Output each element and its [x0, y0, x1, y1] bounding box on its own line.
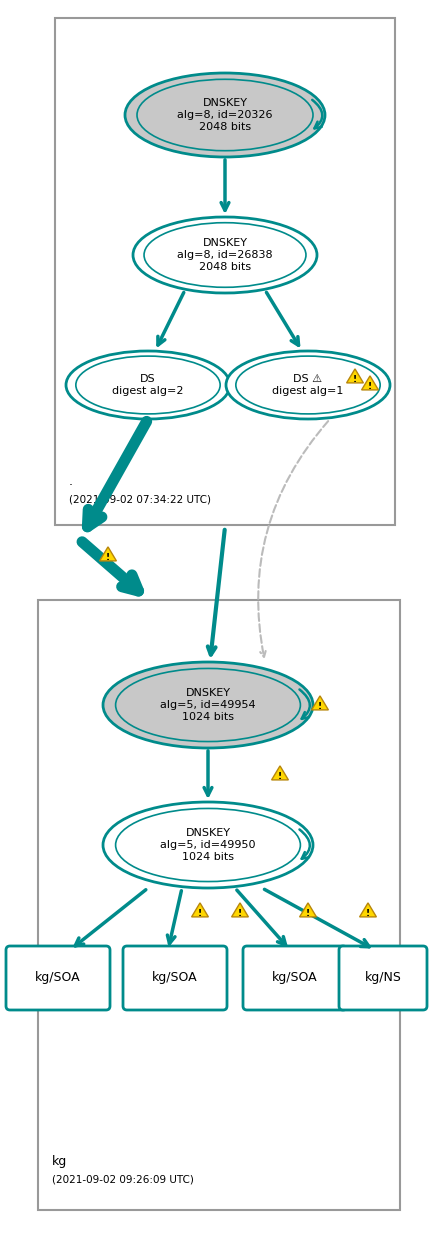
- Polygon shape: [362, 375, 378, 390]
- Ellipse shape: [66, 351, 230, 419]
- Text: DNSKEY
alg=8, id=26838
2048 bits: DNSKEY alg=8, id=26838 2048 bits: [177, 237, 273, 273]
- FancyBboxPatch shape: [123, 946, 227, 1010]
- Text: !: !: [278, 772, 282, 781]
- Polygon shape: [360, 903, 376, 916]
- Ellipse shape: [226, 351, 390, 419]
- Polygon shape: [232, 903, 248, 916]
- Text: !: !: [106, 552, 110, 562]
- Text: (2021-09-02 09:26:09 UTC): (2021-09-02 09:26:09 UTC): [52, 1174, 194, 1186]
- Polygon shape: [192, 903, 208, 916]
- Text: !: !: [353, 374, 357, 384]
- Text: kg/SOA: kg/SOA: [152, 972, 198, 984]
- Polygon shape: [311, 695, 329, 710]
- Text: kg/NS: kg/NS: [365, 972, 402, 984]
- Text: DNSKEY
alg=5, id=49950
1024 bits: DNSKEY alg=5, id=49950 1024 bits: [160, 827, 256, 862]
- Ellipse shape: [125, 73, 325, 157]
- Text: !: !: [238, 909, 242, 918]
- FancyBboxPatch shape: [6, 946, 110, 1010]
- FancyBboxPatch shape: [339, 946, 427, 1010]
- Text: !: !: [198, 909, 202, 918]
- Ellipse shape: [133, 217, 317, 293]
- Text: !: !: [366, 909, 370, 918]
- Ellipse shape: [103, 802, 313, 888]
- Text: kg: kg: [52, 1155, 67, 1168]
- Text: !: !: [318, 701, 322, 710]
- Bar: [55, 19, 395, 525]
- Bar: [38, 600, 400, 1210]
- Polygon shape: [347, 369, 363, 383]
- Polygon shape: [272, 766, 288, 779]
- FancyArrowPatch shape: [299, 689, 310, 719]
- Text: DNSKEY
alg=5, id=49954
1024 bits: DNSKEY alg=5, id=49954 1024 bits: [160, 688, 256, 722]
- Text: !: !: [306, 909, 310, 918]
- Polygon shape: [299, 903, 317, 916]
- Text: DNSKEY
alg=8, id=20326
2048 bits: DNSKEY alg=8, id=20326 2048 bits: [177, 98, 273, 132]
- Text: DS
digest alg=2: DS digest alg=2: [112, 374, 184, 396]
- FancyArrowPatch shape: [312, 100, 322, 128]
- Ellipse shape: [103, 662, 313, 748]
- Text: kg/SOA: kg/SOA: [272, 972, 318, 984]
- FancyBboxPatch shape: [243, 946, 347, 1010]
- FancyArrowPatch shape: [299, 830, 310, 858]
- Text: DS ⚠
digest alg=1: DS ⚠ digest alg=1: [272, 374, 344, 396]
- Text: .: .: [69, 475, 73, 488]
- Text: !: !: [368, 382, 372, 390]
- Text: (2021-09-02 07:34:22 UTC): (2021-09-02 07:34:22 UTC): [69, 495, 211, 505]
- Text: kg/SOA: kg/SOA: [35, 972, 81, 984]
- Polygon shape: [100, 547, 116, 561]
